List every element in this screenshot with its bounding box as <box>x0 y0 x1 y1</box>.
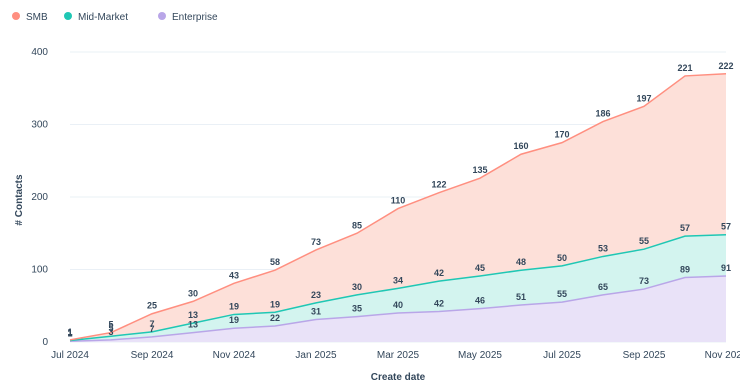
legend-label: Enterprise <box>172 12 218 23</box>
data-label-enterprise: 3 <box>108 327 113 337</box>
x-axis-title: Create date <box>371 372 426 383</box>
data-label-enterprise: 55 <box>557 289 567 299</box>
x-tick-label: Sep 2024 <box>131 350 174 361</box>
data-label-mid-market: 57 <box>721 222 731 232</box>
data-label-mid-market: 13 <box>188 310 198 320</box>
data-label-mid-market: 1 <box>67 328 72 338</box>
data-label-mid-market: 19 <box>270 299 280 309</box>
data-label-mid-market: 19 <box>229 301 239 311</box>
data-label-enterprise: 7 <box>149 324 154 334</box>
data-label-smb: 197 <box>636 93 651 103</box>
data-label-smb: 160 <box>513 141 528 151</box>
line-enterprise <box>69 275 727 343</box>
data-label-smb: 170 <box>554 130 569 140</box>
data-label-enterprise: 89 <box>680 264 690 274</box>
data-label-mid-market: 48 <box>516 257 526 267</box>
legend-item-smb[interactable]: SMB <box>12 12 48 23</box>
data-label-enterprise: 65 <box>598 282 608 292</box>
data-label-smb: 58 <box>270 257 280 267</box>
series-lines <box>69 73 727 343</box>
x-tick-label: Jul 2024 <box>51 350 89 361</box>
legend-label: Mid-Market <box>78 12 128 23</box>
data-label-smb: 73 <box>311 237 321 247</box>
data-label-mid-market: 53 <box>598 243 608 253</box>
data-label-smb: 122 <box>431 180 446 190</box>
data-label-mid-market: 34 <box>393 275 403 285</box>
y-tick-label: 400 <box>31 47 48 58</box>
y-axis: 0 100 200 300 400 <box>31 47 48 348</box>
y-tick-label: 100 <box>31 265 48 276</box>
x-tick-label: Sep 2025 <box>623 350 666 361</box>
data-label-mid-market: 57 <box>680 223 690 233</box>
x-tick-label: Jan 2025 <box>295 350 337 361</box>
data-label-enterprise: 91 <box>721 263 731 273</box>
area-smb <box>70 73 726 341</box>
data-label-smb: 135 <box>472 165 487 175</box>
data-label-enterprise: 31 <box>311 307 321 317</box>
data-label-enterprise: 46 <box>475 296 485 306</box>
x-tick-label: Nov 2024 <box>213 350 256 361</box>
data-label-enterprise: 1 <box>67 328 72 338</box>
data-label-enterprise: 40 <box>393 300 403 310</box>
data-label-enterprise: 22 <box>270 313 280 323</box>
y-axis-title: # Contacts <box>14 174 25 226</box>
data-label-smb: 5 <box>108 320 113 330</box>
data-label-smb: 43 <box>229 270 239 280</box>
data-label-smb: 221 <box>677 63 692 73</box>
data-label-enterprise: 51 <box>516 292 526 302</box>
legend: SMB Mid-Market Enterprise <box>12 12 218 23</box>
y-tick-label: 200 <box>31 192 48 203</box>
data-label-mid-market: 50 <box>557 253 567 263</box>
x-tick-label: Jul 2025 <box>543 350 581 361</box>
legend-swatch <box>12 12 20 20</box>
line-mid-market <box>69 233 727 342</box>
data-label-smb: 85 <box>352 220 362 230</box>
data-label-enterprise: 35 <box>352 304 362 314</box>
data-label-mid-market: 7 <box>149 319 154 329</box>
data-label-enterprise: 73 <box>639 276 649 286</box>
x-tick-label: Nov 2025 <box>705 350 740 361</box>
data-label-smb: 25 <box>147 301 157 311</box>
data-label-mid-market: 45 <box>475 263 485 273</box>
data-label-smb: 186 <box>595 109 610 119</box>
data-label-smb: 1 <box>67 327 72 337</box>
legend-label: SMB <box>26 12 48 23</box>
data-label-enterprise: 19 <box>229 315 239 325</box>
data-label-enterprise: 13 <box>188 320 198 330</box>
legend-swatch <box>64 12 72 20</box>
legend-item-enterprise[interactable]: Enterprise <box>158 12 218 23</box>
x-axis: Jul 2024 Sep 2024 Nov 2024 Jan 2025 Mar 2025… <box>51 350 740 361</box>
data-label-enterprise: 42 <box>434 299 444 309</box>
data-label-mid-market: 55 <box>639 236 649 246</box>
x-tick-label: Mar 2025 <box>377 350 420 361</box>
y-tick-label: 0 <box>42 337 48 348</box>
data-label-mid-market: 23 <box>311 290 321 300</box>
x-tick-label: May 2025 <box>458 350 502 361</box>
data-label-smb: 110 <box>391 196 406 206</box>
data-label-mid-market: 5 <box>108 323 113 333</box>
legend-item-mid-market[interactable]: Mid-Market <box>64 12 128 23</box>
legend-swatch <box>158 12 166 20</box>
data-label-smb: 30 <box>188 288 198 298</box>
data-label-smb: 222 <box>718 61 733 71</box>
data-label-mid-market: 30 <box>352 282 362 292</box>
area-enterprise <box>70 276 726 342</box>
data-label-mid-market: 42 <box>434 268 444 278</box>
line-smb <box>69 73 727 341</box>
y-tick-label: 300 <box>31 120 48 131</box>
